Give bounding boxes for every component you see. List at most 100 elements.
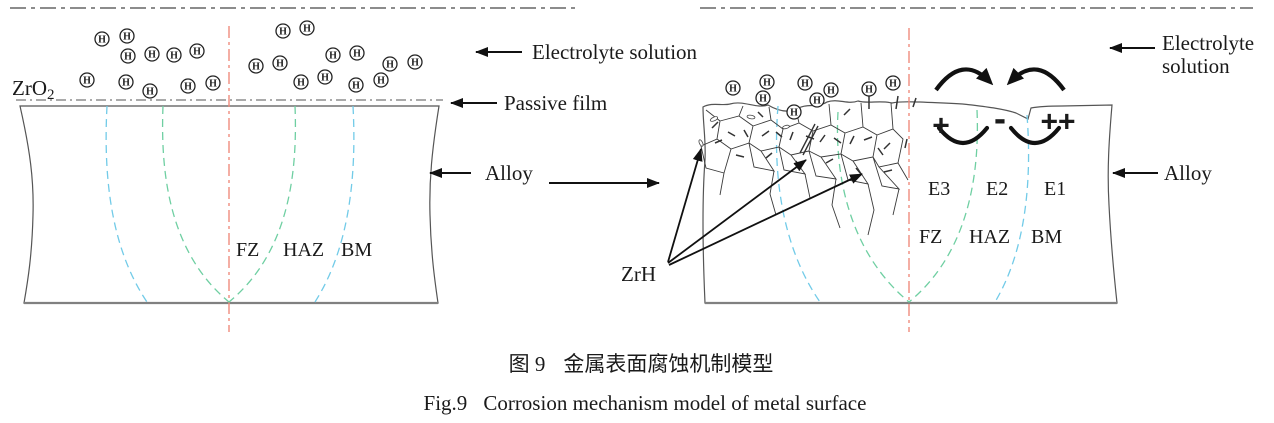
hydrogen-atom-symbol: H (763, 78, 771, 89)
hydrogen-atom-symbol: H (170, 51, 178, 62)
hydrogen-atom-icon (248, 58, 264, 74)
circulation-arrow-left-icon (934, 67, 994, 92)
zrh-label: ZrH (621, 262, 656, 286)
hydrogen-atom-icon (166, 47, 182, 63)
hydrogen-atom-icon (349, 45, 365, 61)
hydrogen-atom-icon (120, 48, 136, 64)
hydrogen-atom-icon (293, 74, 309, 90)
alloy-label-left: Alloy (485, 161, 533, 185)
hydrogen-atom-icon (79, 72, 95, 88)
right-zone-label-haz: HAZ (969, 226, 1010, 248)
hydrogen-atom-icon (144, 46, 160, 62)
charge-cathode: - (994, 98, 1006, 139)
hydrogen-atom-symbol: H (386, 60, 394, 71)
right-haz-boundary-curves (775, 105, 1030, 303)
hydrogen-atom-icon (861, 81, 877, 97)
zrh-arrow-2 (667, 159, 807, 264)
hydrogen-atom-icon (373, 72, 389, 88)
hydrogen-atom-icon (189, 43, 205, 59)
electrolyte-label: Electrolyte solution (532, 40, 698, 64)
left-zone-label-haz: HAZ (283, 239, 324, 261)
hydrogen-atom-symbol: H (184, 82, 192, 93)
hydrogen-atom-symbol: H (276, 59, 284, 70)
hydrogen-atom-icon (118, 74, 134, 90)
right-fusion-boundary-curves (836, 109, 979, 303)
hydrogen-atom-symbol: H (123, 32, 131, 43)
left-zone-label-bm: BM (341, 239, 372, 261)
circulation-arrow-right-icon (1006, 67, 1066, 92)
electrolyte-label-right-line2: solution (1162, 54, 1230, 78)
charge-strong-anode: ++ (1040, 106, 1075, 139)
hydrogen-atom-symbol: H (279, 27, 287, 38)
passive-film-label: Passive film (504, 91, 607, 115)
hydrogen-atom-icon (823, 82, 839, 98)
caption-chinese: 图 9 金属表面腐蚀机制模型 (509, 352, 774, 376)
hydrogen-atom-symbol: H (297, 78, 305, 89)
hydrogen-atom-icon (180, 78, 196, 94)
grain-boundary-precipitates (698, 114, 790, 147)
hydrogen-atom-symbol: H (790, 108, 798, 119)
hydrogen-atom-symbol: H (329, 51, 337, 62)
hydrogen-atom-symbol: H (146, 87, 154, 98)
hydrogen-atom-icon (272, 55, 288, 71)
electrode-label-e3: E3 (928, 178, 950, 200)
hydrogen-atom-symbol: H (801, 79, 809, 90)
hydrogen-atom-icon (885, 75, 901, 91)
left-fusion-boundary-curves (161, 105, 297, 303)
electrode-label-e1: E1 (1044, 178, 1066, 200)
hydrogen-atom-icon (725, 80, 741, 96)
hydrogen-atom-symbol: H (193, 47, 201, 58)
hydrogen-atom-symbol: H (148, 50, 156, 61)
zrh-arrow-3 (668, 173, 863, 266)
hydrogen-atom-symbol: H (827, 86, 835, 97)
left-zone-label-fz: FZ (236, 239, 259, 261)
hydride-needles (711, 95, 917, 175)
hydrogen-atom-symbol: H (321, 73, 329, 84)
hydrogen-atom-icon (786, 104, 802, 120)
hydrogen-atom-icon (809, 92, 825, 108)
hydrogen-atom-icon (94, 31, 110, 47)
hydride-twin-needle (799, 123, 819, 156)
right-zone-label-bm: BM (1031, 226, 1062, 248)
caption-english: Fig.9 Corrosion mechanism model of metal … (424, 391, 867, 415)
hydrogen-atom-icon (755, 90, 771, 106)
circulation-arc-lower-left-icon (936, 125, 990, 145)
hydrogen-atom-symbol: H (352, 81, 360, 92)
hydrogen-atom-icon (205, 75, 221, 91)
hydrogen-atom-symbol: H (759, 94, 767, 105)
hydrogen-atom-symbol: H (889, 79, 897, 90)
electrode-label-e2: E2 (986, 178, 1008, 200)
hydrogen-atom-symbol: H (209, 79, 217, 90)
left-hydrogen-atoms: H HH H H HH HH H HH HH HH HH HH HH H (79, 20, 423, 99)
alloy-label-right: Alloy (1164, 161, 1212, 185)
hydrogen-atom-icon (759, 74, 775, 90)
zrh-arrow-1 (667, 148, 703, 263)
left-haz-boundary-curves (105, 105, 355, 303)
zro2-label: ZrO2 (12, 76, 55, 103)
circulation-arc-lower-right-icon (1008, 125, 1062, 145)
hydrogen-atom-icon (407, 54, 423, 70)
hydrogen-atom-symbol: H (813, 96, 821, 107)
hydrogen-atom-symbol: H (377, 76, 385, 87)
right-zone-label-fz: FZ (919, 226, 942, 248)
hydrogen-atom-icon (317, 69, 333, 85)
hydrogen-atom-symbol: H (411, 58, 419, 69)
hydrogen-atom-icon (299, 20, 315, 36)
charge-anode: + (932, 110, 950, 143)
hydrogen-atom-symbol: H (353, 49, 361, 60)
hydrogen-atom-symbol: H (124, 52, 132, 63)
hydrogen-atom-icon (797, 75, 813, 91)
hydrogen-atom-icon (348, 77, 364, 93)
hydrogen-atom-icon (325, 47, 341, 63)
hydrogen-atom-symbol: H (303, 24, 311, 35)
hydrogen-atom-symbol: H (98, 35, 106, 46)
hydrogen-atom-symbol: H (729, 84, 737, 95)
hydrogen-atom-symbol: H (865, 85, 873, 96)
hydrogen-atom-symbol: H (122, 78, 130, 89)
electrolyte-label-right-line1: Electrolyte (1162, 31, 1254, 55)
hydrogen-atom-icon (119, 28, 135, 44)
